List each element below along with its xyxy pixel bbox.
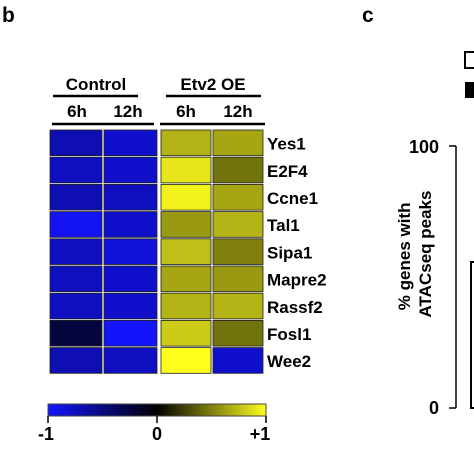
row-label-tal1: Tal1: [267, 216, 300, 235]
heatmap-cell-wee2-1: [103, 347, 158, 374]
heatmap-cell-rassf2-0: [49, 292, 103, 320]
colorbar-label-max: +1: [250, 424, 271, 444]
y-tick-label-0: 0: [429, 398, 439, 418]
group-label-control: Control: [66, 75, 126, 94]
heatmap-cell-e2f4-1: [103, 156, 158, 184]
y-axis-label-line1: % genes with: [395, 203, 414, 311]
heatmap-cell-tal1-2: [160, 211, 212, 238]
heatmap-cell-mapre2-1: [103, 265, 158, 293]
heatmap-cell-e2f4-2: [160, 156, 212, 184]
y-axis-label-line2: ATACseq peaks: [416, 191, 435, 318]
heatmap-cell-rassf2-2: [160, 292, 212, 320]
heatmap-cell-wee2-0: [49, 347, 103, 374]
heatmap-cell-yes1-1: [103, 129, 158, 157]
heatmap-cell-ccne1-0: [49, 183, 103, 211]
legend-swatch-open: [464, 51, 474, 69]
row-label-wee2: Wee2: [267, 352, 311, 371]
row-label-ccne1: Ccne1: [267, 189, 318, 208]
heatmap-cell-sipa1-2: [160, 238, 212, 265]
heatmap-row-labels: Yes1 E2F4 Ccne1 Tal1 Sipa1 Mapre2 Rassf2 Fosl1 W…: [267, 135, 327, 372]
row-label-mapre2: Mapre2: [267, 271, 327, 290]
heatmap-cell-mapre2-2: [160, 265, 212, 293]
legend-swatch-filled: [465, 82, 474, 98]
y-tick-label-100: 100: [409, 137, 439, 157]
heatmap-cell-fosl1-2: [160, 319, 212, 347]
panel-letter-b: b: [2, 4, 15, 27]
heatmap-cell-wee2-2: [160, 347, 212, 374]
heatmap-cell-rassf2-3: [212, 292, 264, 320]
heatmap-cell-fosl1-1: [103, 319, 158, 347]
panel-letter-c: c: [362, 4, 374, 27]
heatmap-cell-tal1-0: [49, 211, 103, 238]
colorbar-label-mid: 0: [152, 424, 162, 444]
heatmap-cell-sipa1-1: [103, 238, 158, 265]
colorbar: [47, 403, 267, 417]
heatmap-cell-sipa1-3: [212, 238, 264, 265]
row-label-rassf2: Rassf2: [267, 298, 323, 317]
row-label-yes1: Yes1: [267, 135, 306, 154]
heatmap-cell-fosl1-3: [212, 319, 264, 347]
group-label-etv2-oe: Etv2 OE: [180, 75, 245, 94]
y-axis-label: % genes with ATACseq peaks: [395, 191, 435, 318]
heatmap-cell-ccne1-2: [160, 183, 212, 211]
row-label-e2f4: E2F4: [267, 162, 308, 181]
heatmap-cell-tal1-3: [212, 211, 264, 238]
colorbar-label-min: -1: [38, 424, 54, 444]
heatmap-cell-yes1-2: [160, 129, 212, 157]
heatmap-cell-e2f4-0: [49, 156, 103, 184]
heatmap-cell-e2f4-3: [212, 156, 264, 184]
heatmap-cell-tal1-1: [103, 211, 158, 238]
column-label-etv2-6h: 6h: [176, 102, 196, 121]
heatmap-cell-yes1-0: [49, 129, 103, 157]
heatmap-cell-ccne1-3: [212, 183, 264, 211]
column-label-control-12h: 12h: [113, 102, 142, 121]
heatmap-cell-yes1-3: [212, 129, 264, 157]
bar-open-partial: [470, 261, 474, 409]
row-label-sipa1: Sipa1: [267, 243, 312, 262]
heatmap-cell-wee2-3: [212, 347, 264, 374]
heatmap-cell-fosl1-0: [49, 319, 103, 347]
heatmap-cells: [49, 129, 264, 374]
heatmap-cell-sipa1-0: [49, 238, 103, 265]
heatmap-cell-ccne1-1: [103, 183, 158, 211]
column-label-control-6h: 6h: [67, 102, 87, 121]
row-label-fosl1: Fosl1: [267, 325, 311, 344]
heatmap-cell-mapre2-0: [49, 265, 103, 293]
heatmap-cell-rassf2-1: [103, 292, 158, 320]
column-label-etv2-12h: 12h: [223, 102, 252, 121]
heatmap-cell-mapre2-3: [212, 265, 264, 293]
